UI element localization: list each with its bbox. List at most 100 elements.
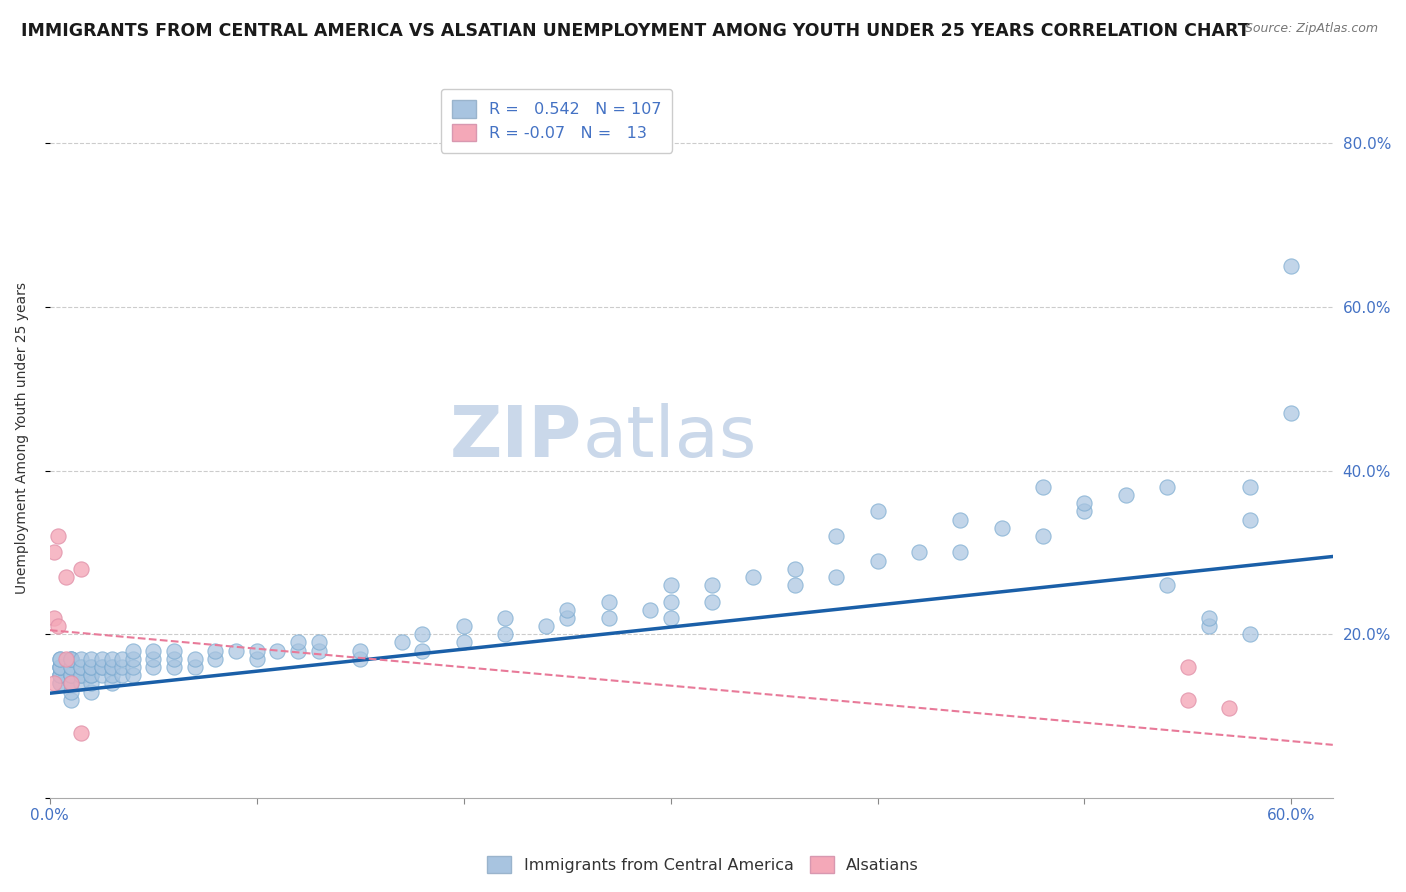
Point <box>142 652 165 666</box>
Point <box>111 660 134 674</box>
Point <box>1198 619 1220 633</box>
Point <box>121 660 143 674</box>
Point <box>949 545 972 559</box>
Point <box>70 562 93 576</box>
Point <box>80 660 103 674</box>
Point <box>1239 627 1261 641</box>
Point <box>1198 611 1220 625</box>
Point <box>1279 259 1302 273</box>
Text: atlas: atlas <box>582 403 756 472</box>
Point <box>90 660 112 674</box>
Point <box>121 652 143 666</box>
Point <box>70 660 93 674</box>
Point <box>101 676 124 690</box>
Point <box>391 635 413 649</box>
Point <box>90 668 112 682</box>
Point <box>111 652 134 666</box>
Point <box>1156 480 1178 494</box>
Point <box>246 652 269 666</box>
Point <box>59 652 82 666</box>
Point <box>700 594 723 608</box>
Point <box>1177 660 1199 674</box>
Point <box>101 668 124 682</box>
Text: Source: ZipAtlas.com: Source: ZipAtlas.com <box>1244 22 1378 36</box>
Point <box>349 643 371 657</box>
Point <box>825 529 848 543</box>
Point <box>555 603 578 617</box>
Point <box>1115 488 1137 502</box>
Point <box>1279 406 1302 420</box>
Point <box>70 668 93 682</box>
Point <box>659 611 682 625</box>
Point <box>49 668 72 682</box>
Point <box>49 652 72 666</box>
Point <box>349 652 371 666</box>
Point <box>70 668 93 682</box>
Point <box>949 513 972 527</box>
Point <box>70 676 93 690</box>
Point <box>46 529 69 543</box>
Point <box>411 627 433 641</box>
Point <box>287 643 309 657</box>
Point <box>80 652 103 666</box>
Y-axis label: Unemployment Among Youth under 25 years: Unemployment Among Youth under 25 years <box>15 282 30 594</box>
Point <box>246 643 269 657</box>
Point <box>659 578 682 592</box>
Point <box>59 676 82 690</box>
Point <box>308 643 330 657</box>
Point <box>80 660 103 674</box>
Point <box>59 652 82 666</box>
Point <box>70 660 93 674</box>
Point <box>183 652 205 666</box>
Point <box>142 643 165 657</box>
Point <box>183 660 205 674</box>
Text: ZIP: ZIP <box>450 403 582 472</box>
Point <box>598 611 620 625</box>
Point <box>142 660 165 674</box>
Point <box>101 652 124 666</box>
Point <box>1239 513 1261 527</box>
Point <box>742 570 765 584</box>
Point <box>308 635 330 649</box>
Point <box>80 676 103 690</box>
Point <box>453 635 475 649</box>
Legend: Immigrants from Central America, Alsatians: Immigrants from Central America, Alsatia… <box>481 849 925 880</box>
Point <box>204 652 226 666</box>
Point <box>494 611 516 625</box>
Point <box>494 627 516 641</box>
Point <box>266 643 288 657</box>
Point <box>287 635 309 649</box>
Point <box>1218 701 1240 715</box>
Point <box>42 676 65 690</box>
Point <box>49 676 72 690</box>
Point <box>59 660 82 674</box>
Point <box>70 652 93 666</box>
Point <box>59 676 82 690</box>
Point <box>46 619 69 633</box>
Point <box>111 668 134 682</box>
Point <box>700 578 723 592</box>
Point <box>80 684 103 698</box>
Point <box>121 643 143 657</box>
Point <box>825 570 848 584</box>
Point <box>555 611 578 625</box>
Point <box>59 668 82 682</box>
Point <box>1177 693 1199 707</box>
Point <box>101 660 124 674</box>
Point <box>55 652 77 666</box>
Point <box>49 676 72 690</box>
Point <box>90 652 112 666</box>
Point <box>59 668 82 682</box>
Point <box>163 660 186 674</box>
Point <box>163 652 186 666</box>
Point <box>42 545 65 559</box>
Point <box>59 660 82 674</box>
Point <box>42 611 65 625</box>
Point <box>1032 480 1054 494</box>
Point <box>59 693 82 707</box>
Point <box>163 643 186 657</box>
Point <box>59 652 82 666</box>
Point <box>49 660 72 674</box>
Point <box>453 619 475 633</box>
Point <box>59 684 82 698</box>
